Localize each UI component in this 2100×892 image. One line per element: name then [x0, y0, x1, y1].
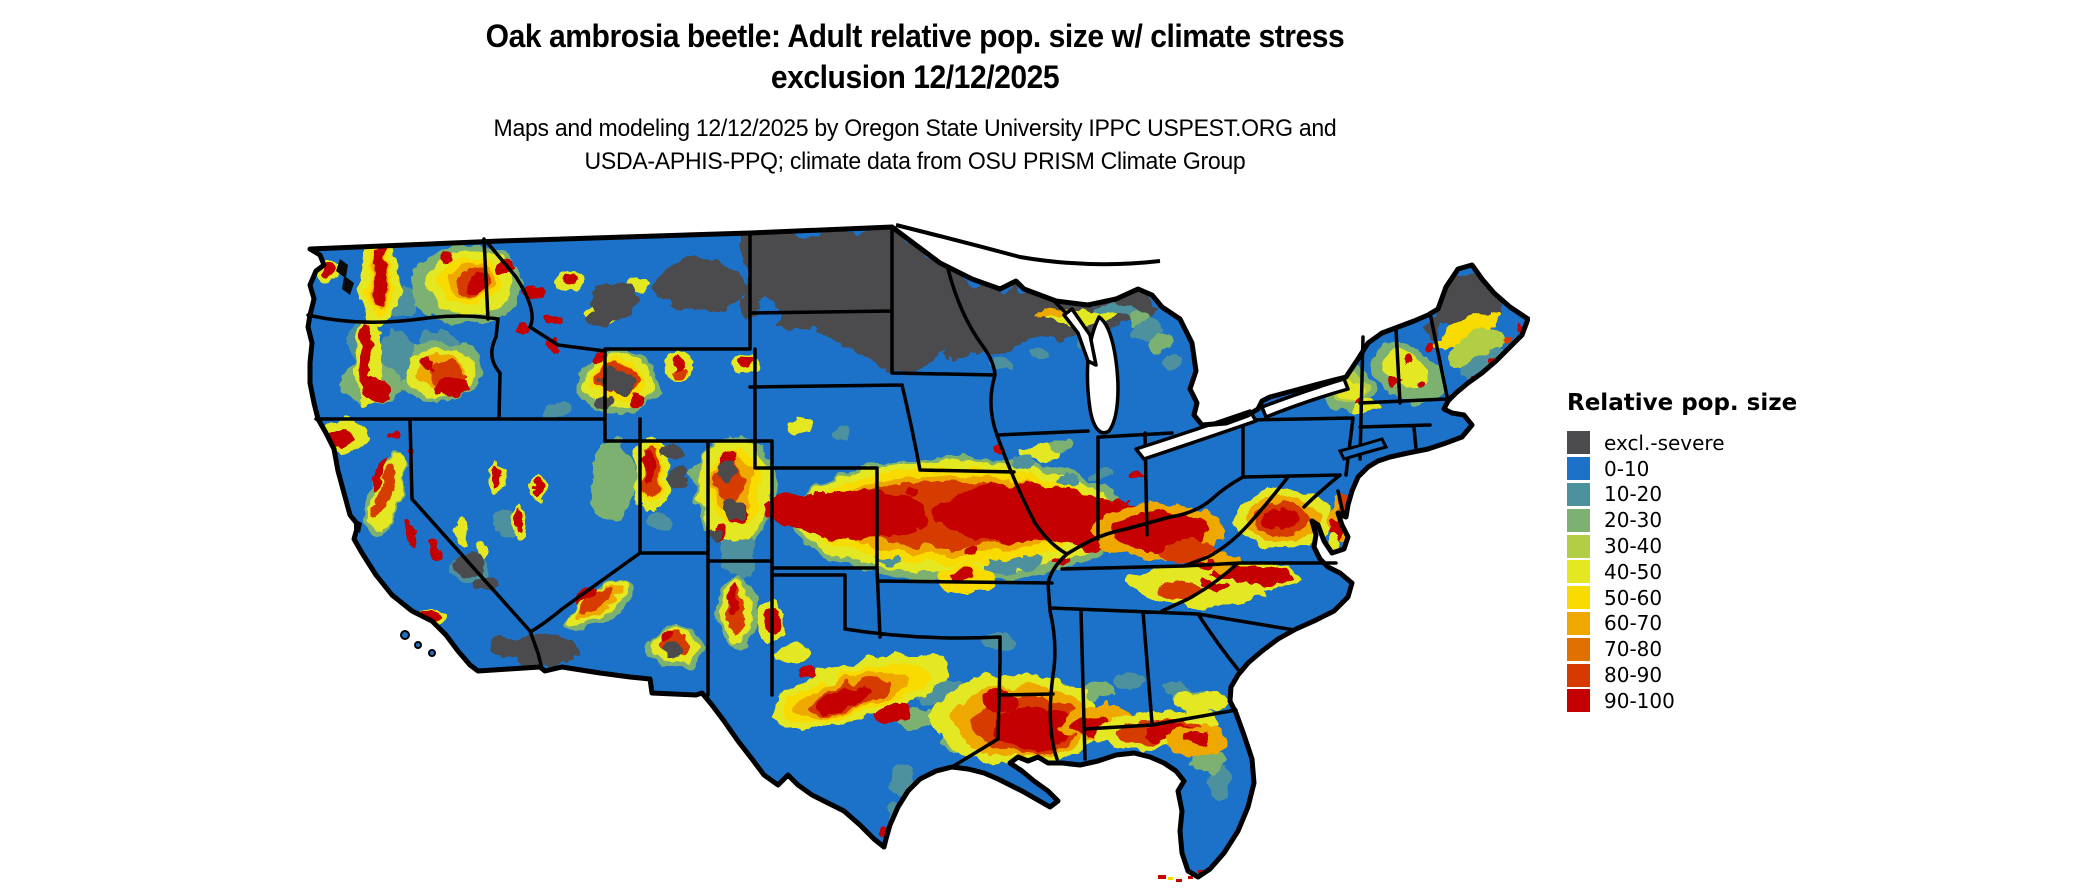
- legend-title: Relative pop. size: [1567, 390, 1798, 416]
- legend-row: 10-20: [1567, 482, 1897, 508]
- us-map: [300, 223, 1530, 882]
- legend-label: 0-10: [1604, 456, 1650, 481]
- legend-swatch: [1567, 534, 1590, 558]
- legend-label: 70-80: [1604, 637, 1663, 662]
- channel-islands: [400, 630, 436, 657]
- legend-swatch: [1567, 637, 1590, 661]
- legend-swatch: [1567, 663, 1590, 687]
- legend-row: 30-40: [1567, 533, 1897, 559]
- legend-swatch: [1567, 586, 1590, 610]
- legend-row: 70-80: [1567, 636, 1897, 662]
- legend-row: 20-30: [1567, 507, 1897, 533]
- subtitle-line-2: USDA-APHIS-PPQ; climate data from OSU PR…: [584, 148, 1246, 175]
- map-region-west-mountains: [315, 239, 776, 667]
- lake-ontario: [1260, 377, 1350, 419]
- legend-row: 90-100: [1567, 688, 1897, 714]
- canada-border-lake-superior: [895, 223, 1161, 267]
- legend-label: excl.-severe: [1604, 430, 1725, 455]
- legend-swatch: [1567, 689, 1590, 713]
- page-title: Oak ambrosia beetle: Adult relative pop.…: [262, 16, 1569, 98]
- map-container: [300, 223, 1530, 885]
- long-island: [1337, 437, 1389, 461]
- legend-row: excl.-severe: [1567, 430, 1897, 456]
- legend-label: 90-100: [1604, 688, 1675, 713]
- legend-row: 40-50: [1567, 559, 1897, 585]
- legend-label: 40-50: [1604, 559, 1663, 584]
- legend-swatch: [1567, 457, 1590, 481]
- legend-swatch: [1567, 431, 1590, 455]
- legend-row: 50-60: [1567, 585, 1897, 611]
- legend-label: 60-70: [1604, 611, 1663, 636]
- title-line-1: Oak ambrosia beetle: Adult relative pop.…: [485, 18, 1345, 54]
- great-lakes: [895, 223, 1350, 461]
- florida-keys: [1158, 870, 1203, 882]
- lake-michigan: [1085, 315, 1120, 435]
- legend-label: 20-30: [1604, 508, 1663, 533]
- legend-label: 10-20: [1604, 482, 1663, 507]
- legend-swatch: [1567, 560, 1590, 584]
- map-legend: Relative pop. size excl.-severe 0-10 10-20…: [1567, 390, 1897, 714]
- legend-label: 80-90: [1604, 663, 1663, 688]
- legend-swatch: [1567, 611, 1590, 635]
- title-line-2: exclusion 12/12/2025: [770, 59, 1060, 95]
- page-subtitle: Maps and modeling 12/12/2025 by Oregon S…: [248, 112, 1582, 178]
- legend-row: 60-70: [1567, 611, 1897, 637]
- legend-swatch: [1567, 482, 1590, 506]
- legend-items: excl.-severe 0-10 10-20 20-30 30-40 40-50 50-6…: [1567, 430, 1897, 714]
- subtitle-line-1: Maps and modeling 12/12/2025 by Oregon S…: [493, 115, 1337, 142]
- green-bay: [1062, 307, 1098, 367]
- legend-swatch: [1567, 508, 1590, 532]
- puget-sound: [336, 259, 354, 295]
- state-borders: [306, 225, 1450, 769]
- title-block: Oak ambrosia beetle: Adult relative pop.…: [220, 16, 1610, 178]
- legend-row: 80-90: [1567, 662, 1897, 688]
- legend-label: 30-40: [1604, 534, 1663, 559]
- legend-row: 0-10: [1567, 456, 1897, 482]
- legend-label: 50-60: [1604, 585, 1663, 610]
